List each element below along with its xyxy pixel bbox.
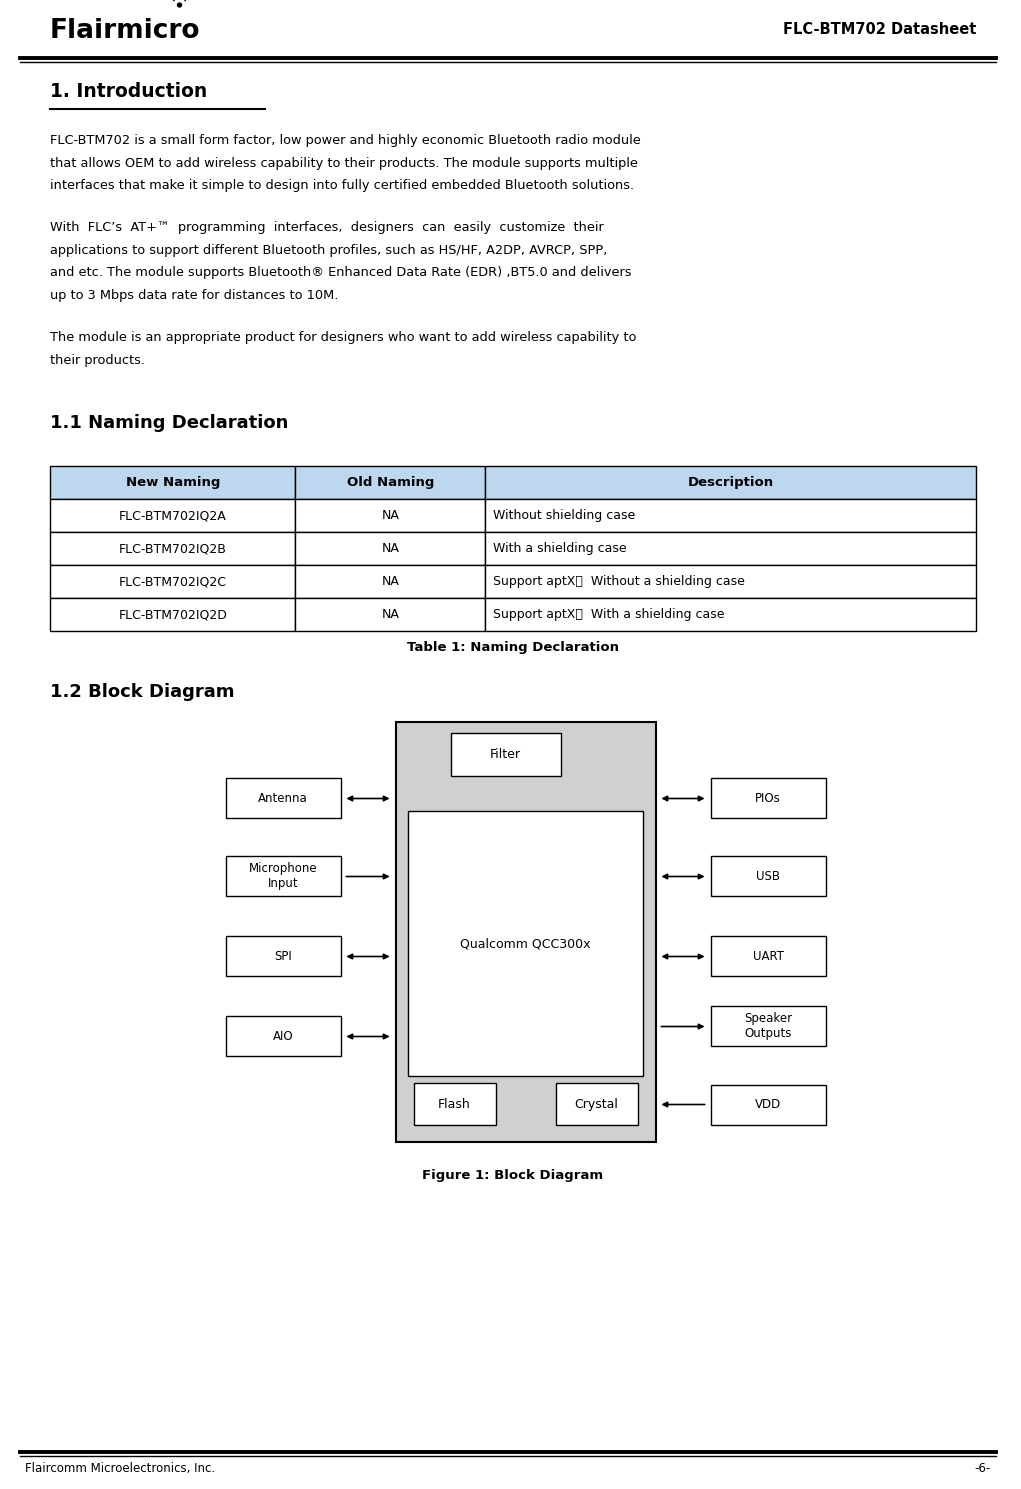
Bar [295,499,485,533]
Bar [485,566,976,599]
Text: VDD: VDD [755,1097,781,1111]
Text: SPI: SPI [274,950,292,963]
Text: Flaircomm Microelectronics, Inc.: Flaircomm Microelectronics, Inc. [25,1462,215,1476]
Bar [414,1084,495,1126]
Bar [295,466,485,499]
Bar [226,937,340,977]
Text: NA: NA [382,576,399,588]
Bar [711,1007,826,1047]
Bar [295,566,485,599]
Text: NA: NA [382,509,399,523]
Bar [50,599,295,631]
Bar [555,1084,637,1126]
Text: Without shielding case: Without shielding case [493,509,635,523]
Bar [485,599,976,631]
Text: up to 3 Mbps data rate for distances to 10M.: up to 3 Mbps data rate for distances to … [50,289,338,302]
Bar [485,466,976,499]
Bar [395,722,655,1142]
Bar [711,1084,826,1124]
Text: Antenna: Antenna [258,792,308,806]
Circle shape [178,3,182,7]
Text: that allows OEM to add wireless capability to their products. The module support: that allows OEM to add wireless capabili… [50,156,638,170]
Bar [226,779,340,819]
Bar [226,856,340,896]
Bar [485,499,976,533]
Text: Support aptX；  Without a shielding case: Support aptX； Without a shielding case [493,576,745,588]
Text: Microphone
Input: Microphone Input [249,862,318,890]
Text: FLC-BTM702IQ2A: FLC-BTM702IQ2A [118,509,227,523]
Text: FLC-BTM702IQ2C: FLC-BTM702IQ2C [118,576,227,588]
Bar [450,734,561,776]
Bar [50,499,295,533]
Bar [711,856,826,896]
Bar [50,533,295,566]
Text: Speaker
Outputs: Speaker Outputs [744,1013,792,1041]
Text: AIO: AIO [273,1030,293,1042]
Bar [50,566,295,599]
Text: Filter: Filter [490,749,521,761]
Text: FLC-BTM702 Datasheet: FLC-BTM702 Datasheet [783,22,976,37]
Text: USB: USB [756,870,780,883]
Text: PIOs: PIOs [756,792,781,806]
Text: Figure 1: Block Diagram: Figure 1: Block Diagram [423,1169,603,1182]
Text: With  FLC’s  AT+™  programming  interfaces,  designers  can  easily  customize  : With FLC’s AT+™ programming interfaces, … [50,222,603,234]
Bar [407,812,642,1077]
Text: 1.2 Block Diagram: 1.2 Block Diagram [50,683,235,701]
Text: FLC-BTM702 is a small form factor, low power and highly economic Bluetooth radio: FLC-BTM702 is a small form factor, low p… [50,134,641,147]
Text: FLC-BTM702IQ2B: FLC-BTM702IQ2B [118,542,227,555]
Text: Support aptX；  With a shielding case: Support aptX； With a shielding case [493,609,725,621]
Bar [711,937,826,977]
Text: Qualcomm QCC300x: Qualcomm QCC300x [459,938,590,950]
Text: 1. Introduction: 1. Introduction [50,82,207,101]
Text: their products.: their products. [50,354,145,366]
Text: With a shielding case: With a shielding case [493,542,627,555]
Text: interfaces that make it simple to design into fully certified embedded Bluetooth: interfaces that make it simple to design… [50,179,634,192]
Text: UART: UART [752,950,783,963]
Text: Flairmicro: Flairmicro [50,18,200,45]
Bar [711,779,826,819]
Bar [485,533,976,566]
Text: FLC-BTM702IQ2D: FLC-BTM702IQ2D [118,609,227,621]
Text: NA: NA [382,542,399,555]
Text: applications to support different Bluetooth profiles, such as HS/HF, A2DP, AVRCP: applications to support different Blueto… [50,244,607,258]
Bar [295,533,485,566]
Text: Description: Description [687,476,774,490]
Text: Crystal: Crystal [575,1097,619,1111]
Text: New Naming: New Naming [126,476,220,490]
Bar [50,466,295,499]
Text: -6-: -6- [975,1462,991,1476]
Text: Flash: Flash [438,1097,471,1111]
Text: 1.1 Naming Declaration: 1.1 Naming Declaration [50,414,288,432]
Text: Old Naming: Old Naming [346,476,434,490]
Text: and etc. The module supports Bluetooth® Enhanced Data Rate (EDR) ,BT5.0 and deli: and etc. The module supports Bluetooth® … [50,267,632,280]
Text: The module is an appropriate product for designers who want to add wireless capa: The module is an appropriate product for… [50,332,636,344]
Text: NA: NA [382,609,399,621]
Bar [226,1017,340,1057]
Text: Table 1: Naming Declaration: Table 1: Naming Declaration [407,642,619,655]
Bar [295,599,485,631]
